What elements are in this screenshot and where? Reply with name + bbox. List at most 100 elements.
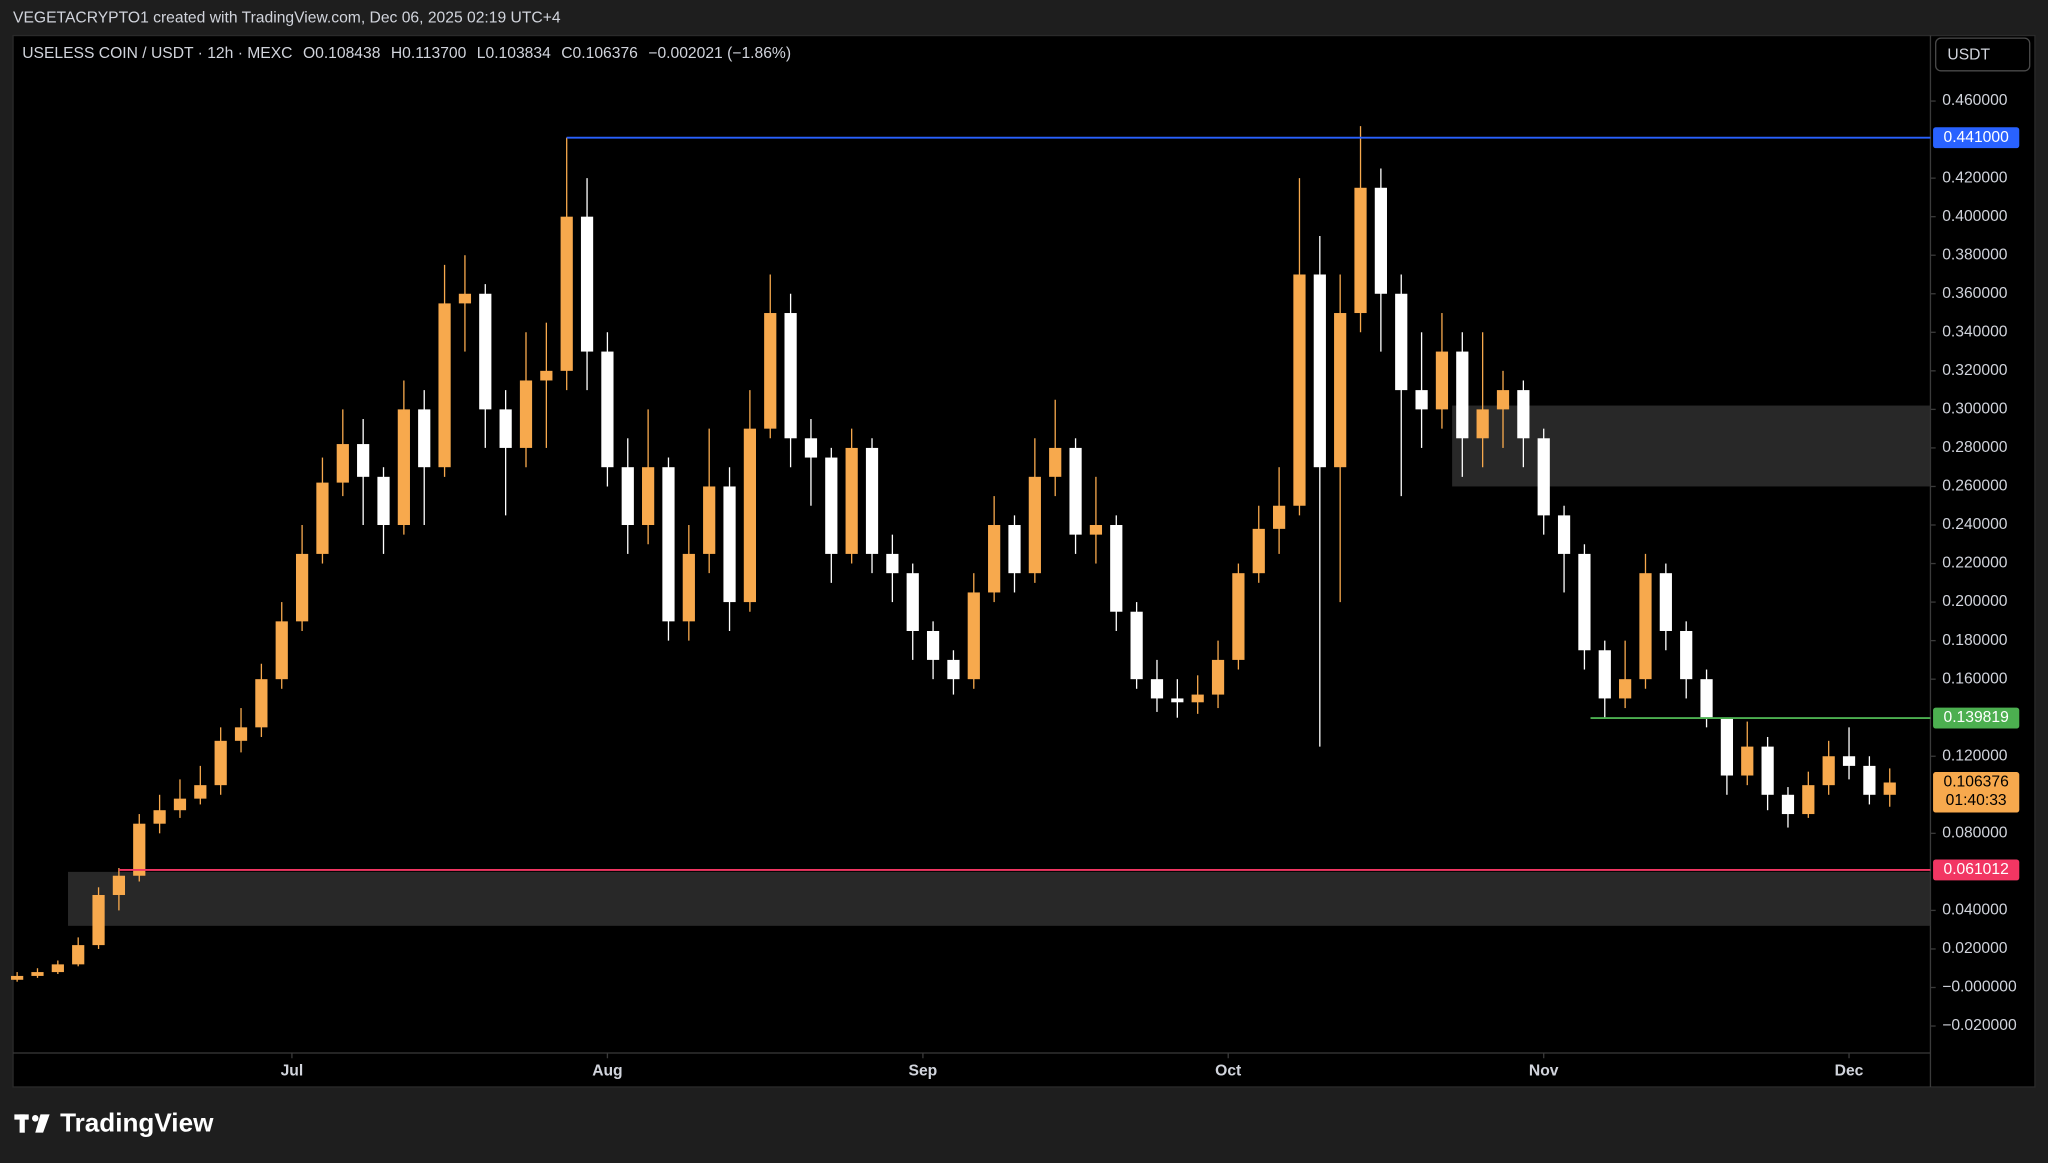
candle-body — [947, 659, 960, 680]
candle-body — [1537, 438, 1550, 516]
candle-body — [1273, 505, 1286, 529]
level-tag — [1933, 859, 2020, 881]
y-tick-label: 0.380000 — [1942, 246, 2008, 263]
y-tick-label: 0.400000 — [1942, 208, 2008, 225]
zone — [1452, 405, 1931, 487]
candle-body — [1415, 390, 1428, 410]
candle-body — [1293, 274, 1306, 506]
y-tick-label: 0.160000 — [1942, 670, 2008, 687]
candle-body — [1761, 746, 1774, 795]
symbol: USELESS COIN / USDT · 12h · MEXC — [22, 45, 292, 62]
level-label: 0.441000 — [1944, 129, 2010, 146]
candle-body — [1680, 630, 1693, 680]
candle-body — [1476, 409, 1489, 439]
candle-body — [255, 679, 268, 728]
candle-body — [764, 313, 777, 429]
y-tick-label: 0.320000 — [1942, 362, 2008, 379]
candle-body — [886, 553, 899, 574]
candle-body — [560, 216, 573, 371]
candle-body — [51, 964, 64, 973]
level-label: 0.061012 — [1944, 861, 2009, 878]
y-tick-label: 0.020000 — [1942, 940, 2008, 957]
candle-body — [1883, 782, 1896, 795]
candle-body — [499, 409, 512, 448]
y-tick-label: 0.460000 — [1942, 92, 2008, 109]
candle-body — [173, 798, 187, 811]
candle-body — [1619, 679, 1632, 699]
candle-body — [601, 351, 614, 468]
candle-body — [31, 972, 44, 976]
candle-body — [662, 467, 675, 622]
y-tick-label: 0.260000 — [1942, 478, 2008, 495]
candle-body — [275, 621, 288, 680]
candle-body — [234, 727, 248, 741]
x-tick-label: Nov — [1529, 1062, 1559, 1079]
candle-body — [1557, 515, 1571, 554]
candle-body — [418, 409, 431, 468]
candle-body — [1517, 390, 1530, 439]
candle-body — [92, 894, 105, 946]
candle-body — [1069, 447, 1082, 535]
y-tick-label: 0.240000 — [1942, 516, 2008, 533]
logo-part — [35, 1114, 50, 1133]
candle-body — [580, 216, 594, 352]
candle-body — [804, 438, 818, 458]
candle-body — [926, 630, 940, 660]
candle-body — [336, 444, 349, 483]
candle-body — [1822, 756, 1835, 786]
currency-button[interactable] — [1935, 37, 2031, 72]
x-tick-label: Oct — [1215, 1062, 1242, 1079]
candle-body — [1456, 351, 1469, 439]
y-tick-label: 0.280000 — [1942, 439, 2008, 456]
candle-body — [1374, 187, 1387, 294]
candle-body — [906, 573, 919, 631]
candle-body — [1130, 611, 1143, 680]
y-tick-label: 0.180000 — [1942, 632, 2008, 649]
candle-body — [11, 975, 24, 980]
candle-body — [1232, 573, 1245, 660]
candle-body — [1435, 351, 1449, 410]
zone — [68, 871, 1931, 926]
candle-body — [1842, 756, 1856, 766]
ohlc-item: −0.002021 (−1.86%) — [648, 45, 791, 62]
x-tick-label: Sep — [909, 1062, 938, 1079]
y-tick-label: 0.220000 — [1942, 555, 2008, 572]
candle-body — [682, 553, 695, 622]
credit: VEGETACRYPTO1 created with TradingView.c… — [13, 10, 561, 27]
y-tick-label: 0.200000 — [1942, 593, 2008, 610]
x-tick-label: Jul — [281, 1062, 304, 1079]
brand-logo — [14, 1114, 50, 1133]
candle-body — [479, 293, 492, 410]
candle-body — [1802, 785, 1815, 815]
ohlc-item: H0.113700 — [391, 45, 467, 62]
candle-body — [1578, 553, 1591, 651]
x-tick-label: Dec — [1835, 1062, 1864, 1079]
brand: TradingView — [60, 1108, 214, 1138]
candle-body — [1496, 390, 1510, 410]
candle-body — [1395, 293, 1408, 391]
candle-body — [1598, 650, 1611, 699]
x-tick-label: Aug — [592, 1062, 622, 1079]
y-tick-label: −0.020000 — [1942, 1017, 2017, 1034]
candle-body — [1659, 573, 1672, 631]
candle-body — [1150, 679, 1164, 699]
y-tick-label: −0.000000 — [1942, 979, 2017, 996]
currency[interactable]: USDT — [1947, 46, 1990, 63]
ohlc-item: L0.103834 — [477, 45, 551, 62]
last-price-label: 0.106376 — [1944, 774, 2010, 791]
candle-body — [397, 409, 410, 526]
candle-body — [519, 380, 533, 448]
candle-body — [1781, 794, 1795, 815]
candle-body — [295, 553, 309, 622]
candle-body — [1171, 698, 1184, 703]
y-tick-label: 0.340000 — [1942, 323, 2008, 340]
panel — [12, 34, 2036, 1088]
candle-body — [194, 785, 207, 799]
last-price-tag — [1933, 772, 2020, 813]
candle-body — [865, 447, 879, 554]
candle-body — [825, 457, 838, 554]
candle-body — [642, 467, 655, 526]
candle-body — [723, 486, 736, 603]
countdown: 01:40:33 — [1946, 792, 2007, 809]
